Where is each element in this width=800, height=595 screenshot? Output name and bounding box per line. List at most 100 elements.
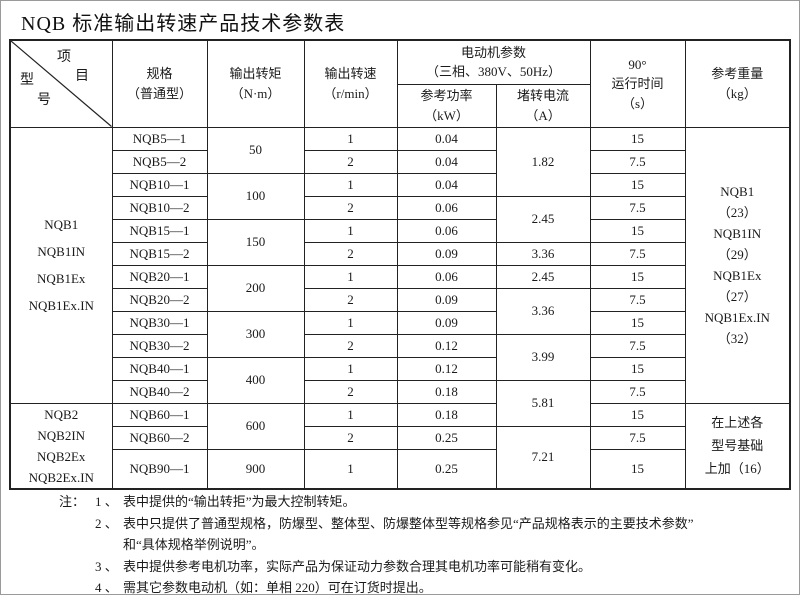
spec-cell: NQB20—2 — [111, 287, 208, 312]
header-motor-params: 电动机参数 （三相、380V、50Hz） — [396, 39, 591, 85]
power-cell: 0.12 — [396, 356, 497, 381]
notes-section: 注： 1 、 表中提供的“输出转拒”为最大控制转矩。 2 、 表中只提供了普通型… — [59, 491, 789, 595]
spec-cell: NQB40—1 — [111, 356, 208, 381]
model-group-1-cell: NQB1 NQB1IN NQB1Ex NQB1Ex.IN — [9, 126, 113, 404]
torque-cell: 400 — [206, 356, 305, 404]
speed-cell: 2 — [303, 195, 398, 220]
current-cell: 3.99 — [495, 333, 591, 381]
weight-group-1-cell: NQB1 （23） NQB1IN （29） NQB1Ex （27） NQB1Ex… — [684, 126, 791, 404]
time-cell: 15 — [589, 126, 686, 151]
power-cell: 0.25 — [396, 425, 497, 450]
power-cell: 0.12 — [396, 333, 497, 358]
torque-cell: 200 — [206, 264, 305, 312]
speed-cell: 2 — [303, 379, 398, 404]
speed-cell: 1 — [303, 126, 398, 151]
header-run-time: 90° 运行时间 （s） — [589, 39, 686, 128]
power-cell: 0.09 — [396, 287, 497, 312]
power-cell: 0.18 — [396, 402, 497, 427]
power-cell: 0.06 — [396, 195, 497, 220]
spec-cell: NQB5—2 — [111, 149, 208, 174]
header-spec: 规格 （普通型） — [111, 39, 208, 128]
power-cell: 0.06 — [396, 264, 497, 289]
weight-group-2-cell: 在上述各 型号基础 上加（16） — [684, 402, 791, 490]
time-cell: 15 — [589, 356, 686, 381]
time-cell: 7.5 — [589, 287, 686, 312]
speed-cell: 2 — [303, 333, 398, 358]
speed-cell: 2 — [303, 241, 398, 266]
header-power: 参考功率 （kW） — [396, 83, 497, 128]
header-weight: 参考重量 （kg） — [684, 39, 791, 128]
speed-cell: 1 — [303, 264, 398, 289]
time-cell: 15 — [589, 264, 686, 289]
model-group-2-cell: NQB2 NQB2IN NQB2Ex NQB2Ex.IN — [9, 402, 113, 490]
current-cell: 3.36 — [495, 241, 591, 266]
speed-cell: 1 — [303, 310, 398, 335]
time-cell: 7.5 — [589, 149, 686, 174]
power-cell: 0.06 — [396, 218, 497, 243]
header-diagonal-cell: 项 目 型 号 — [9, 39, 113, 128]
power-cell: 0.04 — [396, 126, 497, 151]
spec-cell: NQB15—1 — [111, 218, 208, 243]
time-cell: 15 — [589, 218, 686, 243]
power-cell: 0.09 — [396, 310, 497, 335]
current-cell: 7.21 — [495, 425, 591, 490]
header-speed: 输出转速 （r/min） — [303, 39, 398, 128]
torque-cell: 100 — [206, 172, 305, 220]
torque-cell: 300 — [206, 310, 305, 358]
time-cell: 7.5 — [589, 195, 686, 220]
torque-cell: 900 — [206, 448, 305, 490]
diagonal-line — [11, 41, 111, 126]
current-cell: 5.81 — [495, 379, 591, 427]
header-current: 堵转电流 （A） — [495, 83, 591, 128]
power-cell: 0.25 — [396, 448, 497, 490]
note-1: 注： 1 、 表中提供的“输出转拒”为最大控制转矩。 — [59, 491, 789, 513]
corner-label-model-1: 型 — [20, 73, 34, 88]
spec-cell: NQB60—1 — [111, 402, 208, 427]
spec-cell: NQB15—2 — [111, 241, 208, 266]
spec-cell: NQB10—2 — [111, 195, 208, 220]
speed-cell: 1 — [303, 218, 398, 243]
speed-cell: 1 — [303, 172, 398, 197]
note-4: 4 、 需其它参数电动机（如：单相 220）可在订货时提出。 — [95, 580, 432, 595]
corner-label-item-2: 目 — [75, 69, 89, 84]
page-title: NQB 标准输出转速产品技术参数表 — [21, 13, 346, 35]
current-cell: 2.45 — [495, 264, 591, 289]
note-3: 3 、 表中提供参考电机功率，实际产品为保证动力参数合理其电机功率可能稍有变化。 — [95, 558, 592, 574]
spec-cell: NQB90—1 — [111, 448, 208, 490]
torque-cell: 600 — [206, 402, 305, 450]
header-torque: 输出转矩 （N·m） — [206, 39, 305, 128]
current-cell: 1.82 — [495, 126, 591, 197]
power-cell: 0.04 — [396, 149, 497, 174]
spec-cell: NQB20—1 — [111, 264, 208, 289]
current-cell: 2.45 — [495, 195, 591, 243]
speed-cell: 1 — [303, 448, 398, 490]
time-cell: 15 — [589, 402, 686, 427]
note-2: 2 、 表中只提供了普通型规格，防爆型、整体型、防爆整体型等规格参见“产品规格表… — [95, 515, 694, 553]
spec-cell: NQB30—2 — [111, 333, 208, 358]
spec-cell: NQB10—1 — [111, 172, 208, 197]
speed-cell: 2 — [303, 425, 398, 450]
spec-cell: NQB60—2 — [111, 425, 208, 450]
time-cell: 15 — [589, 448, 686, 490]
corner-label-model-2: 号 — [37, 93, 51, 108]
speed-cell: 2 — [303, 149, 398, 174]
spec-cell: NQB40—2 — [111, 379, 208, 404]
time-cell: 15 — [589, 172, 686, 197]
torque-cell: 50 — [206, 126, 305, 174]
power-cell: 0.04 — [396, 172, 497, 197]
time-cell: 7.5 — [589, 379, 686, 404]
power-cell: 0.09 — [396, 241, 497, 266]
time-cell: 7.5 — [589, 241, 686, 266]
time-cell: 7.5 — [589, 425, 686, 450]
power-cell: 0.18 — [396, 379, 497, 404]
torque-cell: 150 — [206, 218, 305, 266]
parameters-table: 项 目 型 号 规格 （普通型） 输出转矩 （N·m） 输出转速 （r/min） — [9, 39, 792, 490]
current-cell: 3.36 — [495, 287, 591, 335]
corner-label-item-1: 项 — [57, 50, 71, 65]
time-cell: 7.5 — [589, 333, 686, 358]
notes-label: 注： — [59, 494, 86, 509]
speed-cell: 1 — [303, 402, 398, 427]
spec-cell: NQB30—1 — [111, 310, 208, 335]
speed-cell: 2 — [303, 287, 398, 312]
